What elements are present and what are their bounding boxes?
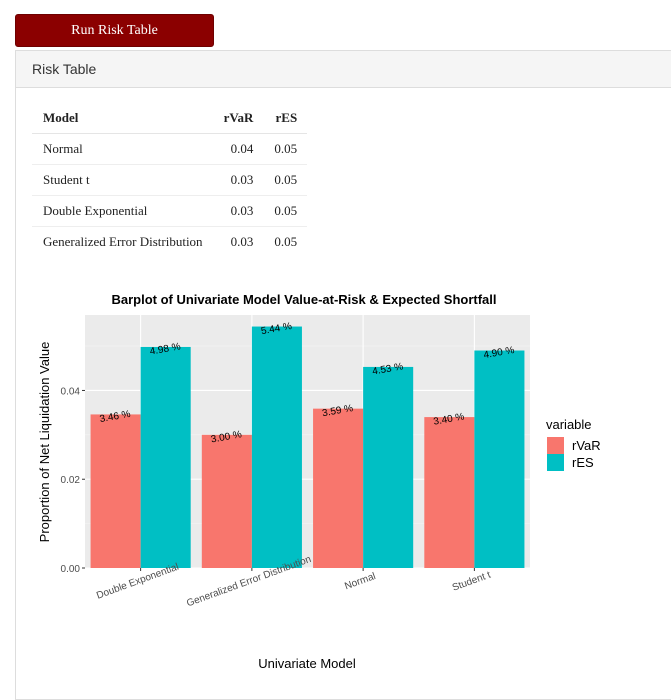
legend-swatch-res (547, 454, 564, 471)
legend: variable rVaR rES (546, 417, 601, 471)
cell-model: Normal (32, 133, 213, 165)
legend-title: variable (546, 417, 592, 432)
x-tick-label: Normal (343, 571, 377, 592)
cell-model: Double Exponential (32, 195, 213, 227)
cell-rvar: 0.03 (212, 164, 264, 196)
bar-res (363, 366, 414, 568)
bar-rvar (313, 408, 364, 568)
cell-rvar: 0.03 (212, 226, 264, 257)
risk-table: Model rVaR rES Normal 0.04 0.05 Student … (32, 103, 308, 257)
table-row: Student t 0.03 0.05 (32, 164, 308, 196)
y-tick-label: 0.04 (61, 386, 81, 397)
bar-value-label: 5.44 % (260, 321, 293, 337)
column-header-res: rES (263, 103, 308, 134)
bar-labels: 3.46 % 4.98 % 3.00 % 5.44 % 3.59 % 4.53 % 3.40… (99, 321, 515, 446)
cell-model: Student t (32, 164, 213, 196)
run-risk-table-button[interactable]: Run Risk Table (15, 14, 214, 47)
y-tick-label: 0.02 (61, 475, 81, 486)
legend-swatch-rvar (547, 437, 564, 454)
bar-rvar (201, 434, 252, 568)
cell-rvar: 0.04 (212, 133, 264, 165)
y-axis-title: Proportion of Net Liquidation Value (37, 342, 52, 543)
cell-model: Generalized Error Distribution (32, 226, 213, 257)
cell-res: 0.05 (263, 195, 308, 227)
bar-res (251, 326, 302, 568)
bar-res (140, 346, 191, 568)
column-header-model: Model (32, 103, 213, 134)
bar-value-label: 4.98 % (149, 341, 182, 357)
bar-rvar (90, 414, 141, 568)
bar-value-label: 3.00 % (210, 429, 243, 445)
legend-label: rES (572, 455, 594, 470)
bar-value-label: 3.59 % (321, 403, 354, 419)
bar-value-label: 3.46 % (99, 409, 132, 425)
x-axis-title: Univariate Model (258, 656, 356, 671)
bar-value-label: 3.40 % (433, 411, 466, 427)
table-header-row: Model rVaR rES (32, 103, 308, 134)
cell-res: 0.05 (263, 164, 308, 196)
legend-label: rVaR (572, 438, 601, 453)
cell-res: 0.05 (263, 226, 308, 257)
table-row: Normal 0.04 0.05 (32, 133, 308, 165)
bars (90, 326, 525, 568)
panel-title: Risk Table (16, 51, 671, 88)
cell-rvar: 0.03 (212, 195, 264, 227)
bar-value-label: 4.90 % (483, 345, 516, 361)
x-tick-label: Student t (451, 570, 493, 594)
y-axis: 0.00 0.02 0.04 (61, 386, 85, 575)
y-tick-label: 0.00 (61, 564, 81, 575)
bar-rvar (424, 417, 475, 568)
table-row: Double Exponential 0.03 0.05 (32, 195, 308, 227)
bar-res (474, 350, 525, 568)
cell-res: 0.05 (263, 133, 308, 165)
bar-value-label: 4.53 % (371, 361, 404, 377)
chart-title: Barplot of Univariate Model Value-at-Ris… (111, 292, 496, 307)
table-row: Generalized Error Distribution 0.03 0.05 (32, 226, 308, 257)
